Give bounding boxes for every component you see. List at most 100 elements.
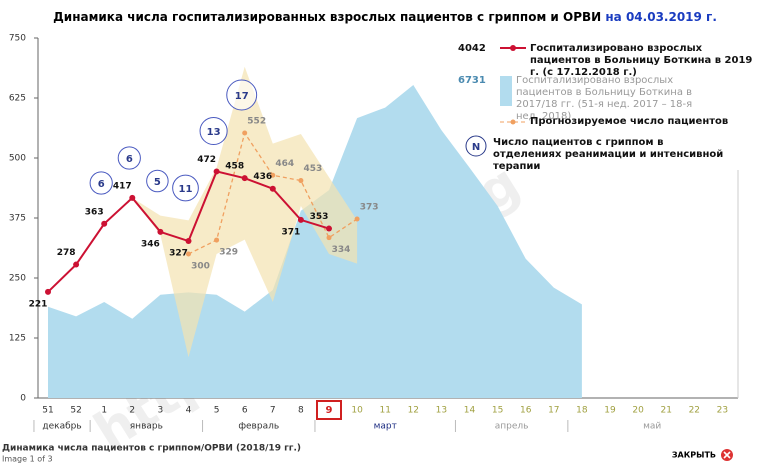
icu-label: 6 [98,179,105,190]
footer-caption: Динамика числа пациентов с гриппом/ОРВИ … [2,444,301,454]
icu-circle [172,174,199,202]
icu-circle [117,146,141,170]
title-date: на 04.03.2019 г. [605,10,717,24]
y-tick-label: 625 [9,94,26,104]
legend-total: 4042 [458,43,486,54]
point [157,228,164,235]
x-tick-label: 16 [520,406,532,416]
legend-label: Прогнозируемое число пациентов [530,116,729,127]
data-label: 552 [247,117,266,127]
icu-circle [199,116,228,146]
point [185,238,192,245]
icu-label: 5 [154,177,161,188]
data-label: 327 [169,249,188,259]
x-tick-label: 2 [129,406,135,416]
point [186,251,191,257]
legend-symbol: N [472,142,480,153]
point [73,261,80,268]
data-label: 329 [219,248,238,258]
month-label: март [374,422,397,432]
y-tick-label: 125 [9,334,26,344]
point [269,185,276,192]
x-tick-label: 20 [632,406,644,416]
data-label: 221 [29,299,48,309]
icu-circle [226,79,258,111]
data-label: 436 [253,172,272,182]
legend-circle [465,135,487,157]
point [354,216,360,222]
point [297,216,304,223]
month-label: апрель [495,422,529,432]
icu-label: 17 [235,91,249,102]
point [270,172,276,178]
icu-label: 11 [179,184,193,195]
y-tick-label: 0 [20,394,26,404]
data-label: 371 [282,227,301,237]
data-label: 363 [85,207,104,217]
month-label: декабрь [42,422,81,432]
title: Динамика числа госпитализированных взрос… [53,10,601,24]
legend-swatch [500,76,512,106]
x-tick-label: 11 [379,406,390,416]
x-tick-label: 52 [70,406,81,416]
x-tick-label: 22 [689,406,700,416]
close-label[interactable]: ЗАКРЫТЬ [672,451,716,460]
month-label: февраль [238,422,279,432]
data-label: 346 [141,239,160,249]
legend-total: 6731 [458,75,486,86]
x-tick-label: 1 [101,406,107,416]
month-label: май [643,422,661,432]
month-label: январь [130,422,163,432]
data-label: 472 [197,155,216,165]
data-label: 300 [191,262,210,272]
point [298,178,304,184]
data-label: 453 [304,164,323,174]
x-tick-label: 9 [326,405,333,416]
data-label: 458 [225,162,244,172]
x-tick-label: 23 [717,406,728,416]
data-label: 334 [332,245,351,255]
x-tick-label: 15 [492,406,503,416]
x-tick-label: 13 [436,406,447,416]
x-tick-label: 6 [242,406,248,416]
x-tick-label: 12 [408,406,419,416]
data-label: 353 [310,212,329,222]
legend-dot [510,119,516,125]
point [326,225,332,232]
point [242,130,248,136]
x-tick-label: 3 [158,406,164,416]
icu-label: 6 [126,154,133,165]
point [45,288,51,295]
forecast-band [132,66,358,358]
chart-title: Динамика числа госпитализированных взрос… [53,10,717,24]
data-label: 373 [360,202,379,212]
legend-dot [510,45,516,51]
x-tick-label: 18 [576,406,588,416]
icu-circle [89,171,113,195]
legend-label: Госпитализировано взрослых пациентов в Б… [530,43,753,78]
x-tick-label: 21 [660,406,671,416]
y-tick-label: 375 [9,214,26,224]
y-tick-label: 250 [9,274,26,284]
footer-counter: Image 1 of 3 [2,455,53,464]
data-label: 278 [57,248,76,258]
x-tick-label: 17 [548,406,559,416]
x-tick-label: 10 [351,406,363,416]
x-tick-label: 4 [186,406,192,416]
point [214,237,220,243]
icu-label: 13 [207,127,221,138]
point [101,220,108,227]
x-tick-label: 8 [298,406,304,416]
x-tick-label: 5 [214,406,220,416]
point [129,194,136,201]
area [48,85,582,398]
point [241,175,248,182]
legend-label: Госпитализировано взрослых пациентов в Б… [516,75,693,122]
x-tick-label: 19 [604,406,616,416]
current-week-box [316,400,342,420]
close-x [723,451,731,459]
x-tick-label: 51 [42,406,53,416]
legend-label: Число пациентов с гриппом в отделениях р… [493,137,724,172]
